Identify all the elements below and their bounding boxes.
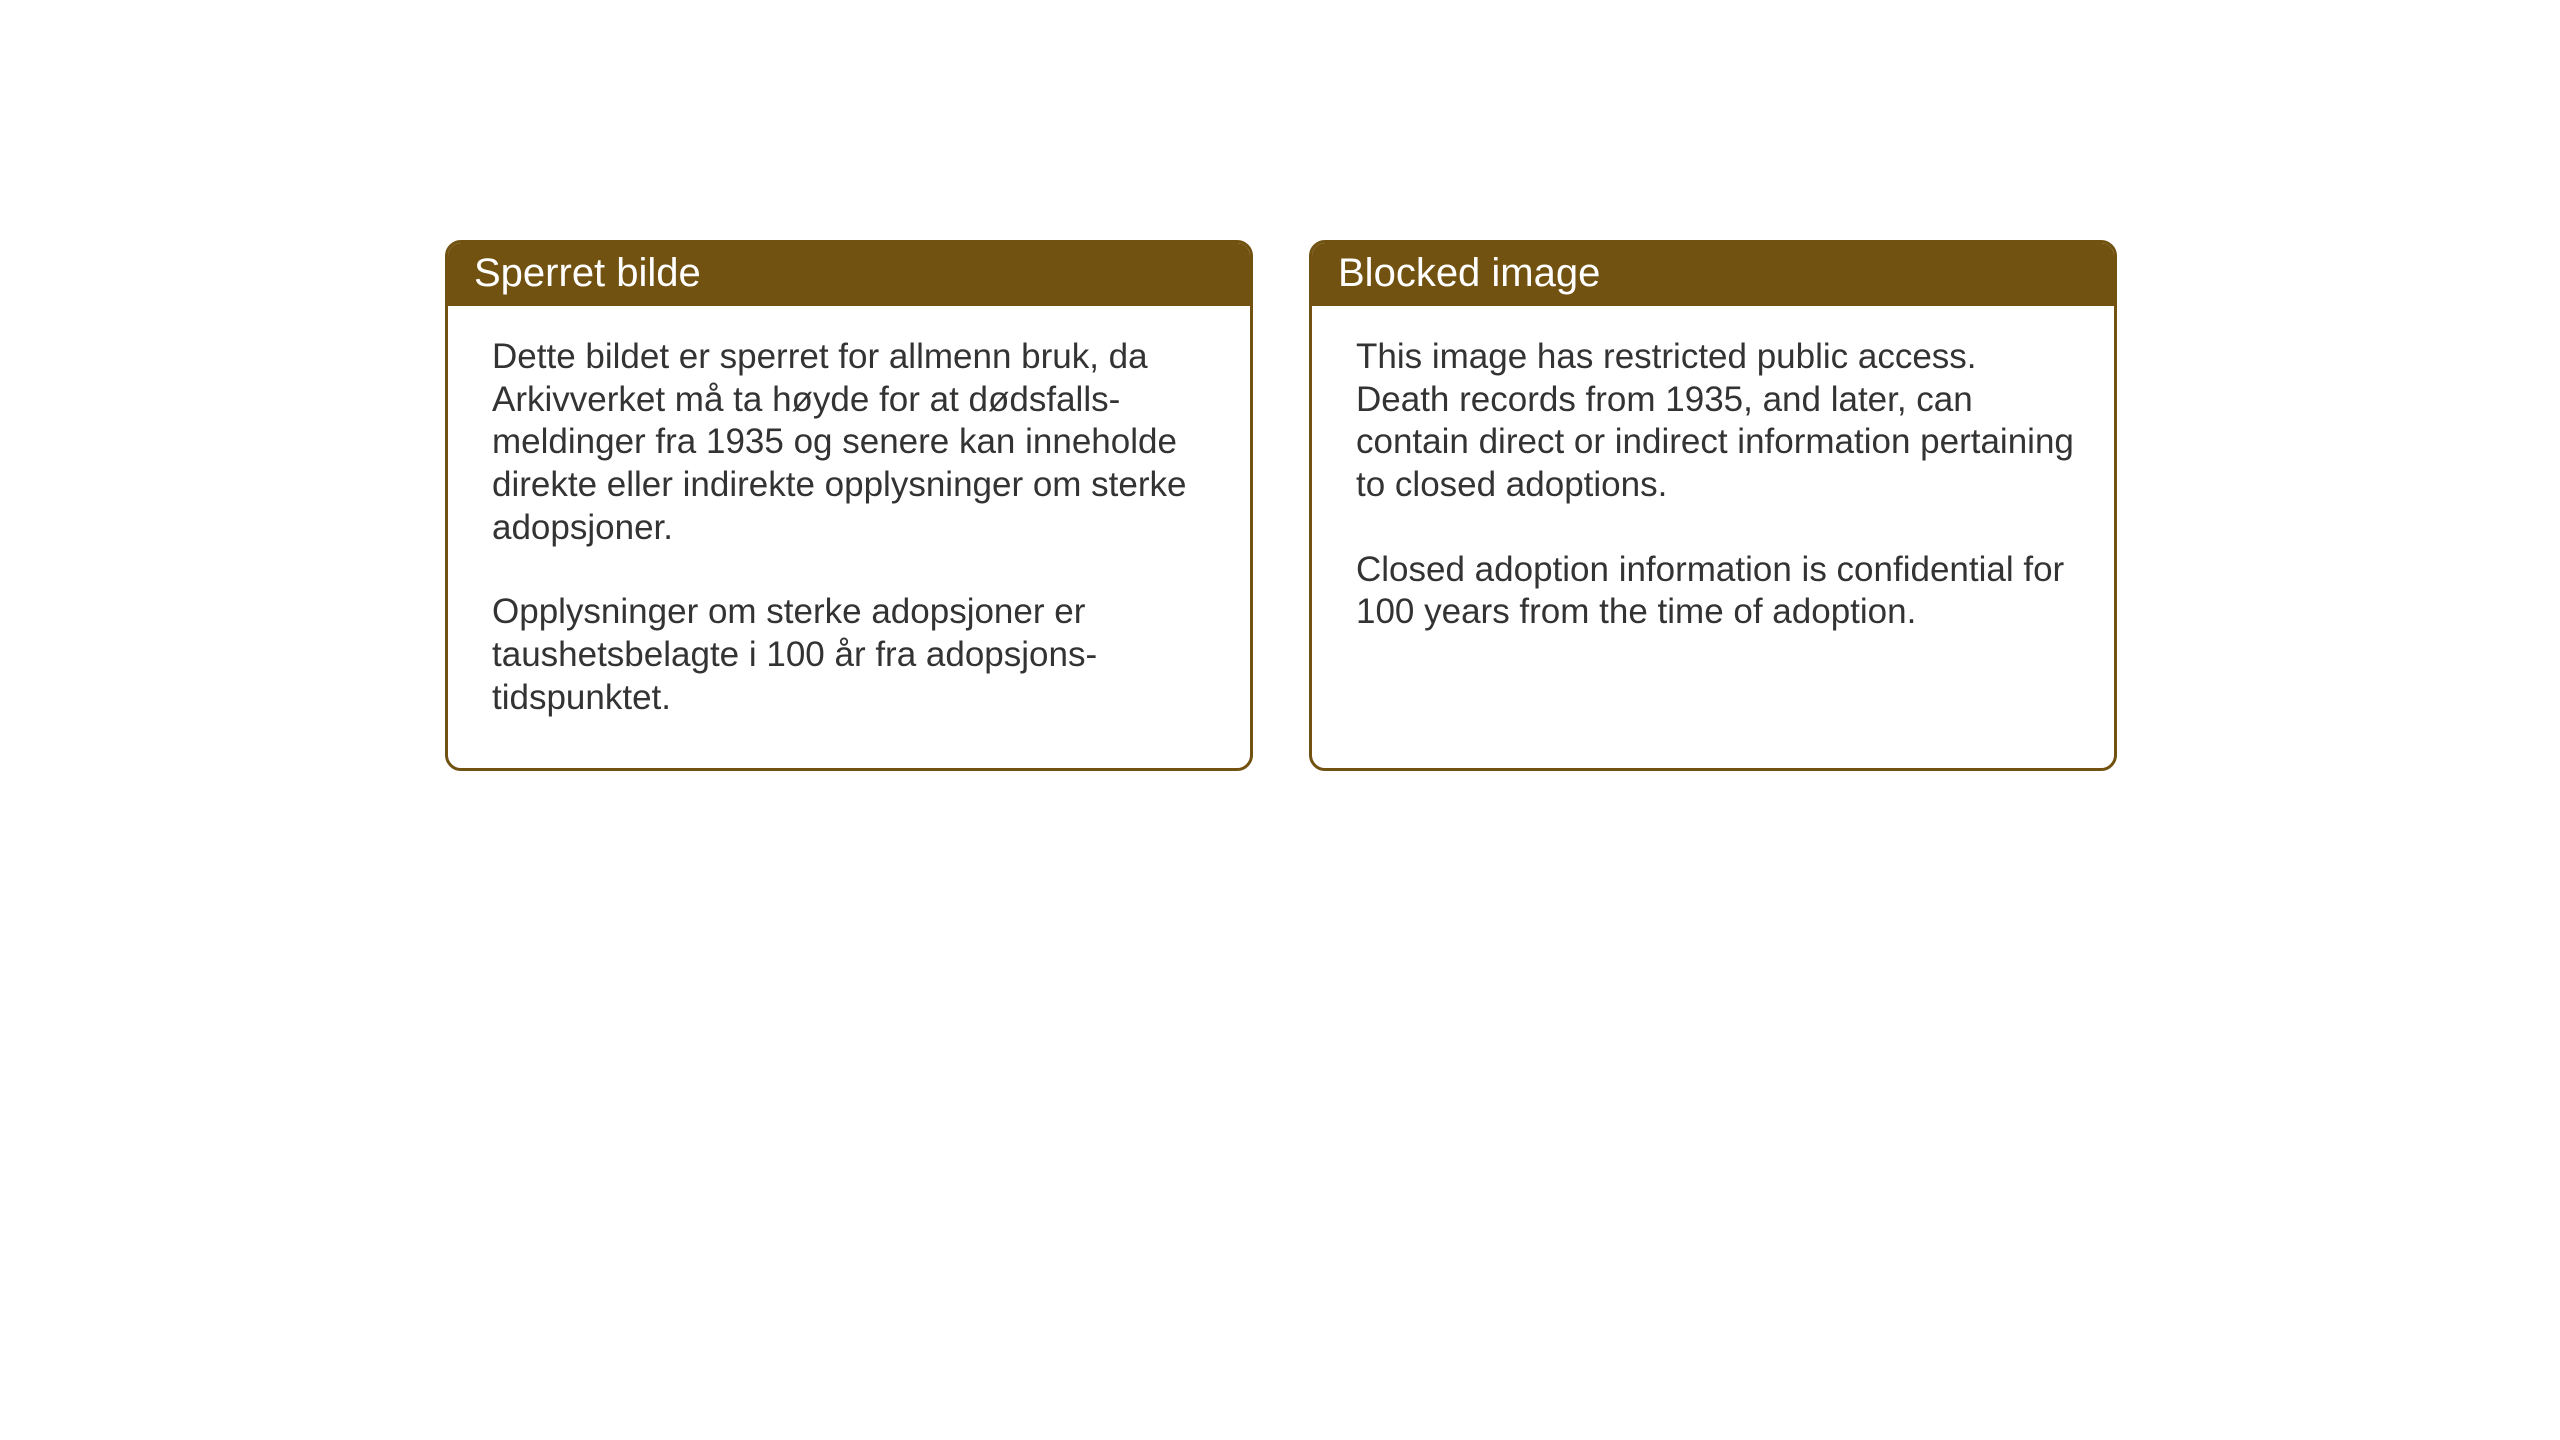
card-body-english: This image has restricted public access.…: [1312, 306, 2114, 724]
card-body-norwegian: Dette bildet er sperret for allmenn bruk…: [448, 306, 1250, 768]
card-header-norwegian: Sperret bilde: [448, 243, 1250, 306]
paragraph-text: This image has restricted public access.…: [1356, 336, 2074, 507]
notice-card-norwegian: Sperret bilde Dette bildet er sperret fo…: [445, 240, 1253, 771]
paragraph-text: Closed adoption information is confident…: [1356, 549, 2074, 634]
paragraph-text: Opplysninger om sterke adopsjoner er tau…: [492, 591, 1210, 719]
paragraph-text: Dette bildet er sperret for allmenn bruk…: [492, 336, 1210, 549]
card-header-english: Blocked image: [1312, 243, 2114, 306]
notice-container: Sperret bilde Dette bildet er sperret fo…: [445, 240, 2117, 771]
notice-card-english: Blocked image This image has restricted …: [1309, 240, 2117, 771]
